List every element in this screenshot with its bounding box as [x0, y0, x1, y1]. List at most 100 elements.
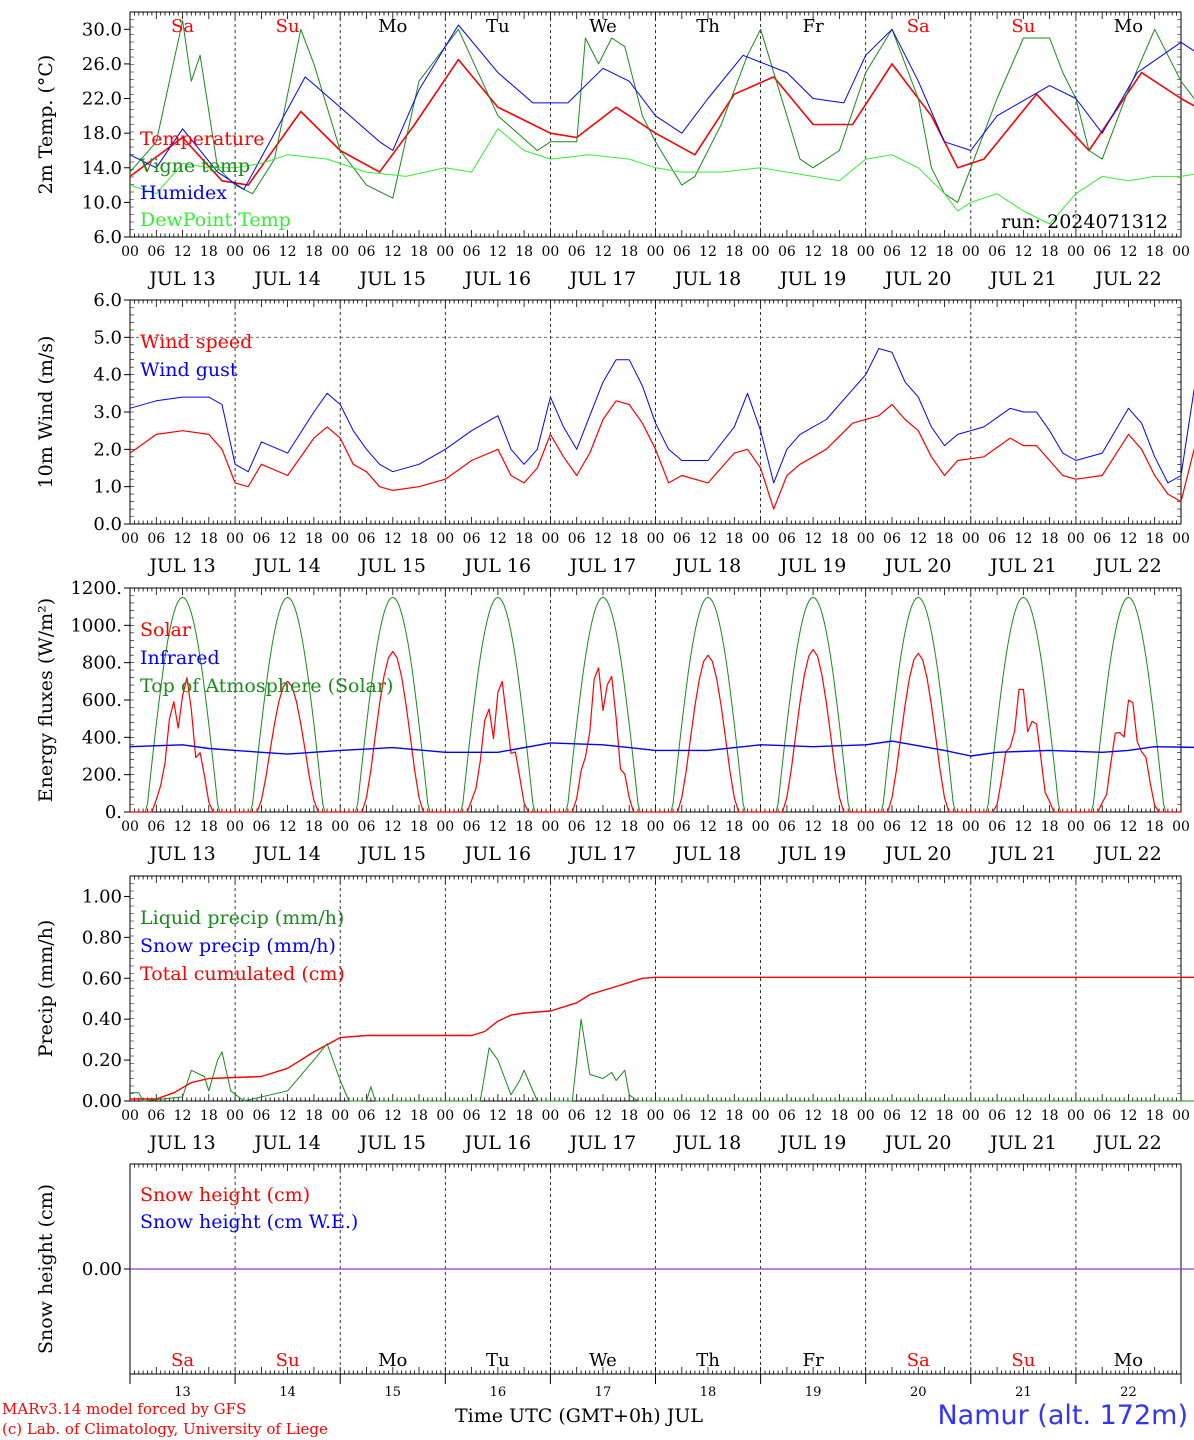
weekday-label: Su [276, 16, 300, 37]
model-credit: MARv3.14 model forced by GFS [2, 1400, 247, 1418]
hour-tick-label: 12 [384, 244, 402, 260]
date-label: JUL 21 [988, 843, 1056, 865]
day-number-label: 20 [910, 1385, 927, 1400]
hour-tick-label: 06 [1093, 1108, 1111, 1124]
hour-tick-label: 18 [620, 1108, 638, 1124]
panel-precip: 0.00 0.20 0.40 0.60 0.80 1.00 Precip (mm/h) Liq… [35, 875, 1194, 1154]
hour-tick-label: 00 [647, 531, 665, 547]
hour-tick-label: 12 [1120, 244, 1138, 260]
x-tick-marks [129, 300, 1182, 524]
weekday-label: Fr [803, 1350, 824, 1371]
date-label: JUL 18 [673, 1132, 741, 1154]
y-tick-label: 26.0 [82, 54, 122, 75]
date-label: JUL 19 [778, 1132, 846, 1154]
legend-humidex: Humidex [140, 182, 227, 204]
day-number-label: 17 [595, 1385, 612, 1400]
hour-tick-label: 00 [752, 819, 770, 835]
hour-tick-label: 12 [699, 1108, 717, 1124]
date-label: JUL 17 [568, 1132, 636, 1154]
hour-tick-label: 00 [436, 1108, 454, 1124]
hour-tick-label: 18 [1041, 531, 1059, 547]
weekday-label: We [589, 16, 617, 37]
day-number-label: 13 [174, 1385, 191, 1400]
legend-wind-speed: Wind speed [140, 331, 252, 353]
hour-tick-label: 00 [1067, 244, 1085, 260]
y-minor-ticks [130, 299, 1181, 525]
hour-tick-label: 18 [200, 819, 218, 835]
hour-tick-label: 18 [620, 244, 638, 260]
y-tick-label: 1000. [70, 615, 122, 636]
hour-tick-label: 00 [857, 819, 875, 835]
hour-tick-label: 06 [358, 819, 376, 835]
series-line-humidex [129, 24, 1194, 190]
hour-tick-label: 12 [279, 531, 297, 547]
legend-liquid-precip-mm-h-: Liquid precip (mm/h) [140, 907, 344, 929]
hour-tick-label: 12 [699, 244, 717, 260]
hour-tick-label: 00 [226, 244, 244, 260]
hour-tick-label: 00 [1172, 819, 1190, 835]
legend-top-of-atmosphere-solar-: Top of Atmosphere (Solar) [140, 675, 393, 697]
hour-tick-label: 12 [1120, 819, 1138, 835]
hour-tick-label: 00 [331, 1108, 349, 1124]
date-label: JUL 13 [147, 843, 215, 865]
hour-tick-label: 18 [1146, 531, 1164, 547]
hour-tick-label: 00 [436, 819, 454, 835]
hour-tick-label: 12 [699, 531, 717, 547]
date-label: JUL 14 [252, 1132, 320, 1154]
day-number-label: 19 [805, 1385, 822, 1400]
date-label: JUL 22 [1093, 268, 1161, 290]
y-minor-ticks [130, 11, 1181, 238]
hour-tick-label: 18 [725, 819, 743, 835]
hour-tick-label: 12 [699, 819, 717, 835]
hour-tick-label: 12 [489, 819, 507, 835]
hour-tick-label: 00 [121, 819, 139, 835]
y-tick-label: 0.00 [82, 1259, 122, 1280]
series-line-vigne-temp [129, 20, 1194, 203]
hour-tick-label: 00 [331, 244, 349, 260]
y-tick-label: 6.0 [93, 290, 122, 311]
y-tick-label: 6.0 [93, 227, 122, 248]
hour-tick-label: 06 [673, 244, 691, 260]
hour-tick-label: 12 [909, 819, 927, 835]
hour-tick-label: 12 [804, 244, 822, 260]
hour-tick-label: 00 [541, 244, 559, 260]
hour-tick-label: 00 [647, 819, 665, 835]
hour-tick-label: 12 [489, 1108, 507, 1124]
x-tick-marks [129, 876, 1182, 1101]
hour-tick-label: 18 [725, 531, 743, 547]
hour-tick-label: 18 [1146, 819, 1164, 835]
hour-tick-label: 06 [147, 819, 165, 835]
date-label: JUL 21 [988, 268, 1056, 290]
y-tick-label: 0.0 [93, 514, 122, 535]
panel-energy: 0. 200. 400. 600. 800. 1000. 1200. Energy fluxe… [35, 578, 1194, 865]
y-tick-label: 0.00 [82, 1091, 122, 1112]
date-label: JUL 20 [883, 555, 951, 577]
y-tick-label: 800. [82, 653, 122, 674]
y-axis-title: Snow height (cm) [35, 1184, 57, 1354]
hour-tick-label: 00 [226, 819, 244, 835]
hour-tick-label: 12 [489, 531, 507, 547]
y-tick-label: 4.0 [93, 365, 122, 386]
legend-infrared: Infrared [140, 647, 220, 669]
y-tick-label: 22.0 [82, 89, 122, 110]
date-label: JUL 21 [988, 555, 1056, 577]
legend-snow-precip-mm-h-: Snow precip (mm/h) [140, 935, 336, 957]
day-number-label: 14 [279, 1385, 296, 1400]
hour-tick-label: 12 [1014, 1108, 1032, 1124]
date-label: JUL 15 [358, 555, 426, 577]
hour-tick-label: 06 [673, 819, 691, 835]
day-number-label: 22 [1120, 1385, 1137, 1400]
hour-tick-label: 00 [1067, 819, 1085, 835]
hour-tick-label: 18 [936, 819, 954, 835]
date-label: JUL 14 [252, 268, 320, 290]
hour-tick-label: 00 [752, 1108, 770, 1124]
hour-tick-label: 06 [252, 819, 270, 835]
hour-tick-label: 12 [279, 1108, 297, 1124]
hour-tick-label: 06 [778, 244, 796, 260]
y-axis-title: 10m Wind (m/s) [35, 336, 57, 489]
date-label: JUL 22 [1093, 843, 1161, 865]
hour-tick-label: 06 [1093, 244, 1111, 260]
lab-credit: (c) Lab. of Climatology, University of L… [2, 1420, 328, 1438]
hour-tick-label: 00 [857, 244, 875, 260]
hour-tick-label: 12 [594, 819, 612, 835]
